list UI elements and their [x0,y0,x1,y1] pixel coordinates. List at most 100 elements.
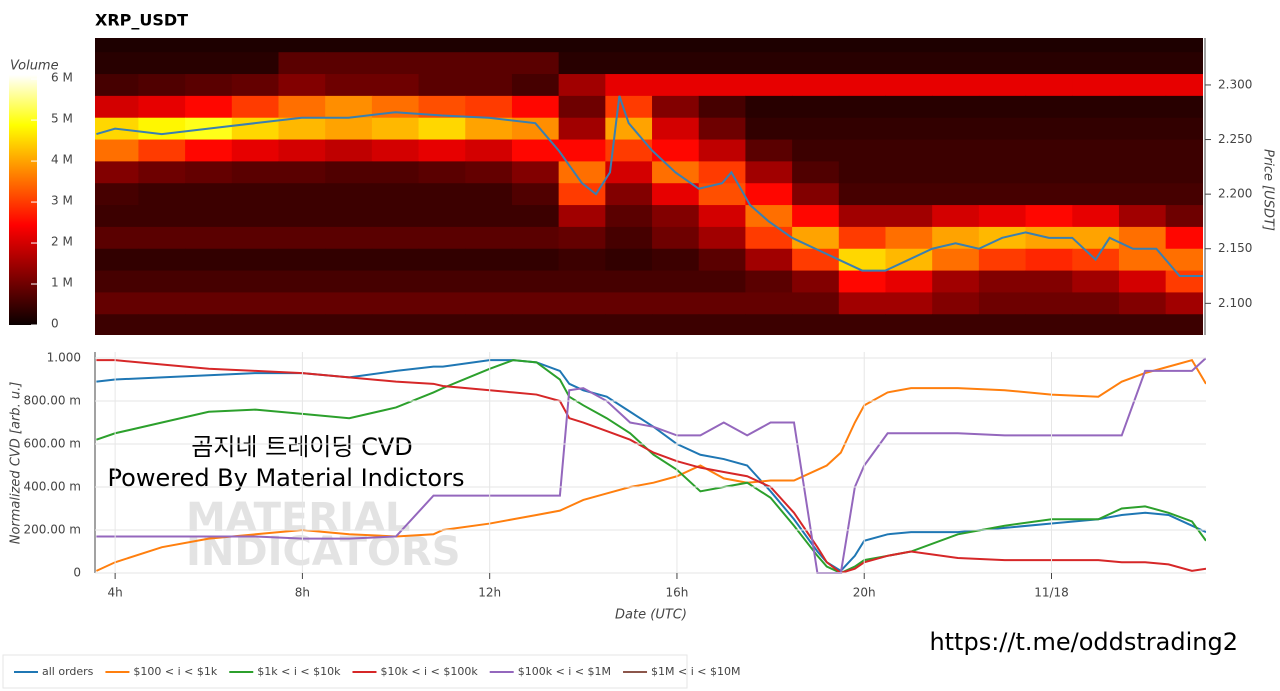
y-tick-label: 2.250 [1218,132,1252,146]
y-axis-label: Price [USDT] [1261,149,1276,231]
heat-cell [605,95,653,119]
heat-cell [138,205,186,228]
heat-cell [978,161,1027,184]
heat-cell [1165,248,1203,272]
heat-cell [885,117,933,141]
heat-cell [231,292,279,315]
heat-cell [745,95,793,119]
heat-cell [465,74,513,97]
heat-cell [605,74,653,97]
heat-cell [1072,314,1120,335]
heat-cell [838,183,886,206]
heat-cell [745,38,793,53]
heat-cell [1072,226,1120,250]
heat-cell [932,161,980,184]
heat-cell [698,139,746,162]
heat-cell [1025,52,1073,75]
x-axis-label: Date (UTC) [615,608,687,623]
heat-cell [838,205,886,228]
heat-cell [745,183,793,206]
heat-cell [1118,248,1167,272]
heat-cell [418,248,466,272]
legend-label: $100k < i < $1M [518,665,611,678]
heat-cell [1165,205,1203,228]
heat-cell [465,38,513,53]
heat-cell [605,117,653,141]
heat-cell [1165,292,1203,315]
heat-cell [1072,74,1120,97]
heat-cell [932,292,980,315]
heat-cell [698,52,746,75]
heat-cell [1072,38,1120,53]
heat-cell [558,226,606,250]
heat-cell [1118,292,1167,315]
heat-cell [418,117,466,141]
heat-cell [95,314,139,335]
heat-cell [1072,52,1120,75]
colorbar-label: Volume [10,59,59,74]
colorbar-tick-label: 4 M [51,153,73,167]
colorbar-tick-label: 5 M [51,112,73,126]
heat-cell [698,183,746,206]
heat-cell [932,139,980,162]
heat-cell [558,95,606,119]
heat-cell [698,95,746,119]
heat-cell [652,117,700,141]
heat-cell [978,292,1027,315]
legend-items: all orders $100 < i < $1k $1k < i < $10k $1… [14,665,740,678]
heat-cell [792,248,840,272]
heat-cell [745,292,793,315]
heat-cell [652,183,700,206]
heat-cell [1165,95,1203,119]
heat-cell [371,183,420,206]
heat-cell [978,248,1027,272]
heat-cell [231,74,279,97]
heat-cell [371,38,420,53]
heat-cell [745,52,793,75]
heat-cell [558,38,606,53]
heat-cell [838,38,886,53]
heat-cell [1118,95,1167,119]
heat-cell [792,52,840,75]
heat-cell [932,270,980,293]
heat-cell [371,52,420,75]
heat-cell [652,139,700,162]
heat-cell [278,161,326,184]
heat-cell [605,226,653,250]
heat-cell [932,314,980,335]
heat-cell [932,183,980,206]
heat-cell [511,183,560,206]
colorbar-tick-label: 1 M [51,276,73,290]
heat-cell [95,226,139,250]
heat-cell [1072,270,1120,293]
heat-cell [1165,314,1203,335]
heat-cell [418,205,466,228]
heat-cell [325,205,373,228]
heat-cell [558,139,606,162]
heat-cell [371,161,420,184]
heat-cell [418,270,466,293]
heat-cell [511,117,560,141]
heat-cell [978,314,1027,335]
heat-cell [558,314,606,335]
heat-cell [745,226,793,250]
heat-cell [1072,95,1120,119]
heat-cell [698,248,746,272]
heat-cell [558,74,606,97]
heat-cell [838,226,886,250]
heat-cell [932,95,980,119]
heat-cell [698,74,746,97]
heat-cell [558,248,606,272]
heat-cell [138,270,186,293]
heat-cell [1118,314,1167,335]
heat-cell [138,183,186,206]
heat-cell [278,139,326,162]
heat-cell [418,161,466,184]
heat-cell [1025,95,1073,119]
heat-cell [185,161,233,184]
x-tick-label: 8h [295,586,310,600]
heat-cell [605,161,653,184]
heat-cell [1165,139,1203,162]
heat-cell [698,226,746,250]
series-line [96,359,1206,574]
